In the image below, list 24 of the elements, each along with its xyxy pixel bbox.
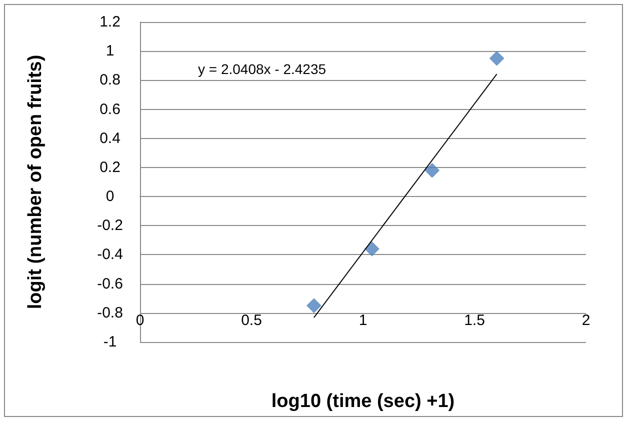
y-tick-label: 0.6 [100,100,120,118]
y-tick-label: -0.4 [97,246,123,264]
y-tick-label: -0.6 [97,275,123,292]
point [364,241,380,256]
y-axis-title: logit (number of open fruits) [25,54,46,310]
y-tick-label: 1 [106,42,114,60]
y-tick-label: 0 [106,188,114,206]
x-axis-title: log10 (time (sec) +1) [271,391,455,412]
y-tick-label: 1.2 [100,14,120,30]
y-tick-label: 0.8 [100,72,120,89]
annotation: y = 2.0408x - 2.4235 [198,61,326,77]
x-tick-label: 0.5 [241,312,262,329]
y-tick-label: -0.8 [97,304,123,322]
y-tick-label: -1 [103,334,117,350]
x-tick-label: 1 [358,312,368,329]
y-tick-label: -0.2 [97,217,123,234]
x-tick-label: 2 [582,312,590,329]
y-tick-label: 0.2 [100,158,120,176]
x-tick-label: 0 [136,312,144,329]
point [306,298,322,314]
y-tick-label: 0.4 [100,130,120,147]
point [424,162,440,178]
point [489,50,504,66]
x-tick-label: 1.5 [464,312,485,329]
